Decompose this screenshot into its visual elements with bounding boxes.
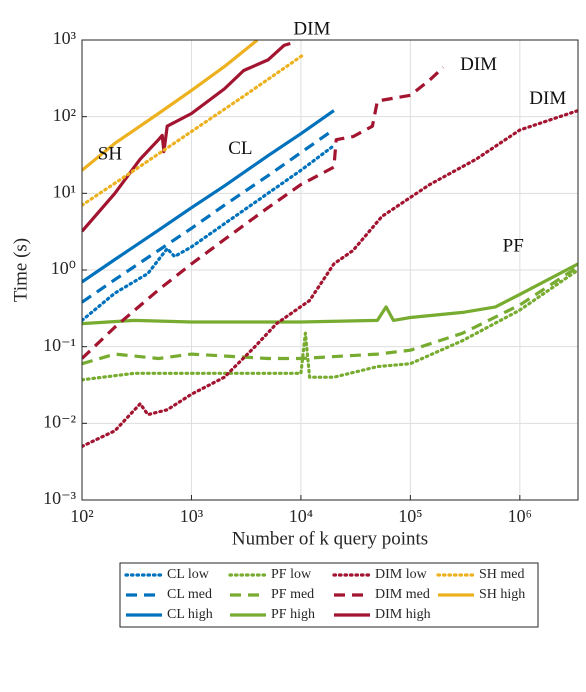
legend-label: PF high bbox=[271, 607, 315, 622]
series-line bbox=[82, 128, 335, 304]
y-tick-label: 10³ bbox=[53, 28, 77, 48]
x-tick-label: 10⁴ bbox=[289, 506, 313, 526]
y-tick-label: 10⁻³ bbox=[43, 488, 77, 508]
legend-label: CL med bbox=[167, 587, 212, 602]
annotation: DIM bbox=[293, 18, 330, 39]
legend-label: SH high bbox=[479, 587, 525, 602]
y-tick-label: 10² bbox=[53, 105, 76, 125]
annotation: SH bbox=[98, 143, 123, 164]
legend-label: SH med bbox=[479, 567, 525, 582]
series-line bbox=[82, 66, 445, 360]
series-line bbox=[82, 109, 335, 284]
y-tick-label: 10¹ bbox=[53, 181, 76, 201]
series-line bbox=[82, 144, 336, 322]
legend-label: DIM med bbox=[375, 587, 430, 602]
y-tick-label: 10⁻² bbox=[43, 411, 76, 431]
y-tick-label: 10⁻¹ bbox=[43, 335, 76, 355]
series-line bbox=[82, 265, 578, 366]
legend-label: PF low bbox=[271, 567, 312, 582]
legend-label: CL high bbox=[167, 607, 213, 622]
annotation: PF bbox=[503, 235, 524, 256]
x-tick-label: 10² bbox=[70, 506, 93, 526]
x-tick-label: 10³ bbox=[180, 506, 204, 526]
y-axis-label: Time (s) bbox=[10, 238, 31, 302]
legend-label: PF med bbox=[271, 587, 314, 602]
y-tick-label: 10⁰ bbox=[51, 258, 76, 278]
series-line bbox=[82, 262, 578, 326]
annotation: DIM bbox=[529, 88, 566, 109]
series-line bbox=[82, 40, 259, 172]
x-axis-label: Number of k query points bbox=[232, 528, 428, 549]
series-line bbox=[82, 109, 578, 448]
x-tick-label: 10⁶ bbox=[508, 506, 532, 526]
legend-label: DIM low bbox=[375, 567, 428, 582]
series-line bbox=[82, 268, 578, 382]
series-line bbox=[82, 41, 291, 233]
annotation: CL bbox=[228, 138, 252, 159]
x-tick-label: 10⁵ bbox=[398, 506, 422, 526]
series-line bbox=[82, 53, 305, 207]
annotation: DIM bbox=[460, 54, 497, 75]
legend-label: DIM high bbox=[375, 607, 431, 622]
legend-label: CL low bbox=[167, 567, 210, 582]
